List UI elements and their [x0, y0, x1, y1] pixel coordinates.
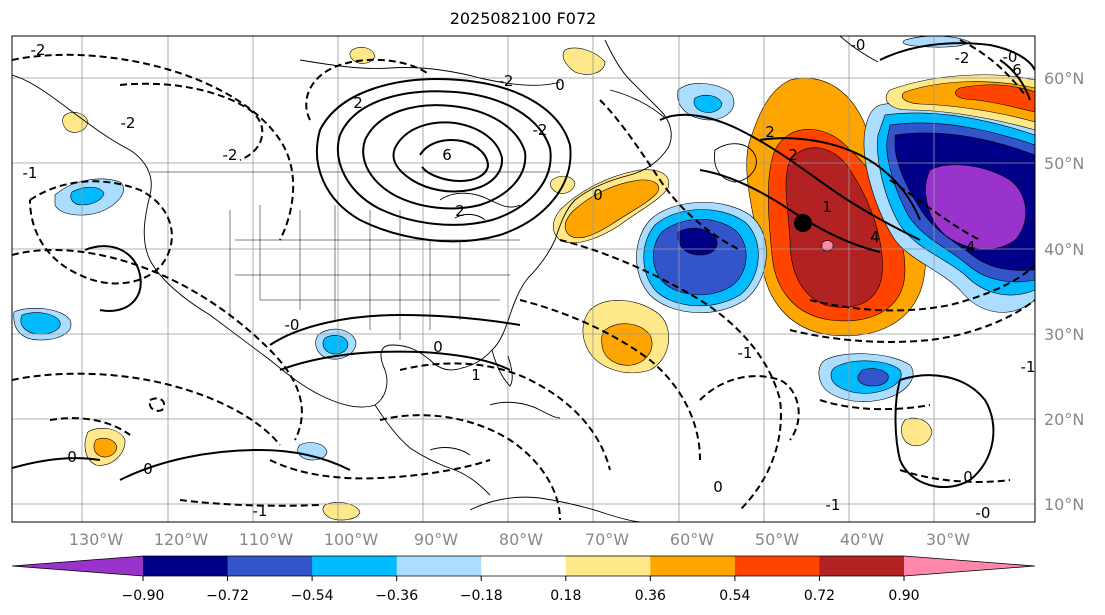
location-marker — [794, 214, 812, 232]
north-america-coast — [12, 39, 672, 408]
contour-label: 0 — [713, 478, 723, 496]
contour-label: 4 — [870, 228, 880, 246]
colorbar: −0.90 −0.72 −0.54 −0.36 −0.18 0.18 0.36 0.54 0.7… — [11, 555, 1036, 604]
contour-label: 0 — [143, 460, 153, 478]
newfoundland — [714, 143, 757, 183]
graticule — [12, 36, 1035, 522]
latitude-labels: 10°N 20°N 30°N 40°N 50°N 60°N — [1044, 69, 1084, 514]
lat-label-60n: 60°N — [1044, 69, 1084, 88]
lat-label-40n: 40°N — [1044, 240, 1084, 259]
contour-label: -2 — [31, 41, 46, 59]
colorbar-segment — [312, 556, 398, 576]
positive-anomaly-pink — [821, 240, 834, 252]
cuba — [489, 401, 561, 419]
lon-label-60w: 60°W — [670, 530, 714, 549]
colorbar-tick-label: 0.90 — [888, 588, 919, 604]
lon-label-90w: 90°W — [414, 530, 458, 549]
contour-label: -1 — [23, 164, 38, 182]
contour-label: -1 — [1021, 358, 1036, 376]
map-frame — [11, 35, 1036, 523]
lon-label-80w: 80°W — [499, 530, 543, 549]
contour-label: -2 — [705, 0, 720, 12]
south-america — [469, 496, 641, 522]
contour-label: -4 — [961, 238, 976, 256]
colorbar-segment — [481, 556, 567, 576]
canada-arctic — [299, 59, 666, 119]
contour-label: -1 — [738, 344, 753, 362]
contour-label: -2 — [533, 121, 548, 139]
lat-label-30n: 30°N — [1044, 325, 1084, 344]
contour-label: 2 — [353, 94, 363, 112]
contour-label: -1 — [253, 502, 268, 520]
us-states — [150, 171, 560, 340]
colorbar-tick-label: −0.18 — [460, 588, 503, 604]
contour-label: -0 — [976, 504, 991, 522]
contour-label: 2 — [765, 123, 775, 141]
positive-contours — [12, 42, 1035, 489]
colorbar-segment — [227, 556, 313, 576]
map-panel: -2-22-2 62-000-110-100-22-026-241-4-1-100… — [12, 0, 1036, 522]
contour-label: -2 — [223, 146, 238, 164]
contour-label: 0 — [555, 76, 565, 94]
colorbar-tick-label: −0.72 — [206, 588, 249, 604]
contour-label: 0 — [433, 338, 443, 356]
contour-label: 2 — [455, 202, 465, 220]
contour-label: 0 — [593, 186, 603, 204]
lat-label-20n: 20°N — [1044, 410, 1084, 429]
contour-label: -2 — [955, 49, 970, 67]
colorbar-segment — [143, 556, 229, 576]
colorbar-tick-label: 0.18 — [550, 588, 581, 604]
negative-anomaly-purple — [925, 164, 1026, 250]
contour-label: 1 — [822, 198, 832, 216]
great-lakes — [439, 192, 521, 221]
lat-label-10n: 10°N — [1044, 495, 1084, 514]
coastlines — [12, 36, 879, 522]
colorbar-tick-label: 0.72 — [804, 588, 835, 604]
colorbar-segment — [819, 556, 905, 576]
contour-label: 6 — [1012, 61, 1022, 79]
colorbar-segment — [565, 556, 651, 576]
lon-label-50w: 50°W — [755, 530, 799, 549]
colorbar-tick-label: 0.54 — [719, 588, 750, 604]
lon-label-120w: 120°W — [154, 530, 209, 549]
negative-contours — [12, 39, 1035, 521]
contour-label: 1 — [471, 366, 481, 384]
colorbar-tick-label: 0.36 — [635, 588, 666, 604]
contour-labels: -2-22-2 62-000-110-100-22-026-241-4-1-100… — [23, 0, 1036, 522]
greenland — [839, 36, 879, 63]
colorbar-tick-label: −0.90 — [122, 588, 165, 604]
lon-label-70w: 70°W — [585, 530, 629, 549]
colorbar-extend-high — [904, 556, 1035, 576]
colorbar-tick-label: −0.54 — [291, 588, 334, 604]
shaded-anomalies — [13, 36, 1035, 521]
contour-label: 2 — [788, 146, 798, 164]
map-title: 2025082100 F072 — [449, 9, 597, 28]
contour-label: 0 — [963, 468, 973, 486]
lat-label-50n: 50°N — [1044, 154, 1084, 173]
contour-label: -0 — [851, 36, 866, 54]
lon-label-40w: 40°W — [840, 530, 884, 549]
positive-anomaly-dark — [785, 147, 883, 308]
contour-label: 0 — [67, 448, 77, 466]
contour-label: -1 — [826, 496, 841, 514]
colorbar-extend-low — [12, 556, 143, 576]
florida — [491, 349, 513, 387]
contour-label: 6 — [442, 146, 452, 164]
colorbar-segment — [734, 556, 820, 576]
lon-label-30w: 30°W — [926, 530, 970, 549]
contour-label: -0 — [285, 316, 300, 334]
longitude-labels: 130°W 120°W 110°W 100°W 90°W 80°W 70°W 6… — [69, 530, 970, 549]
contour-label: -2 — [499, 72, 514, 90]
contour-label: -2 — [121, 114, 136, 132]
central-america — [374, 404, 491, 496]
lon-label-100w: 100°W — [324, 530, 379, 549]
colorbar-segment — [396, 556, 482, 576]
lon-label-110w: 110°W — [239, 530, 294, 549]
colorbar-segment — [650, 556, 736, 576]
contour-label: -0 — [1003, 48, 1018, 66]
lon-label-130w: 130°W — [69, 530, 124, 549]
colorbar-tick-label: −0.36 — [375, 588, 418, 604]
